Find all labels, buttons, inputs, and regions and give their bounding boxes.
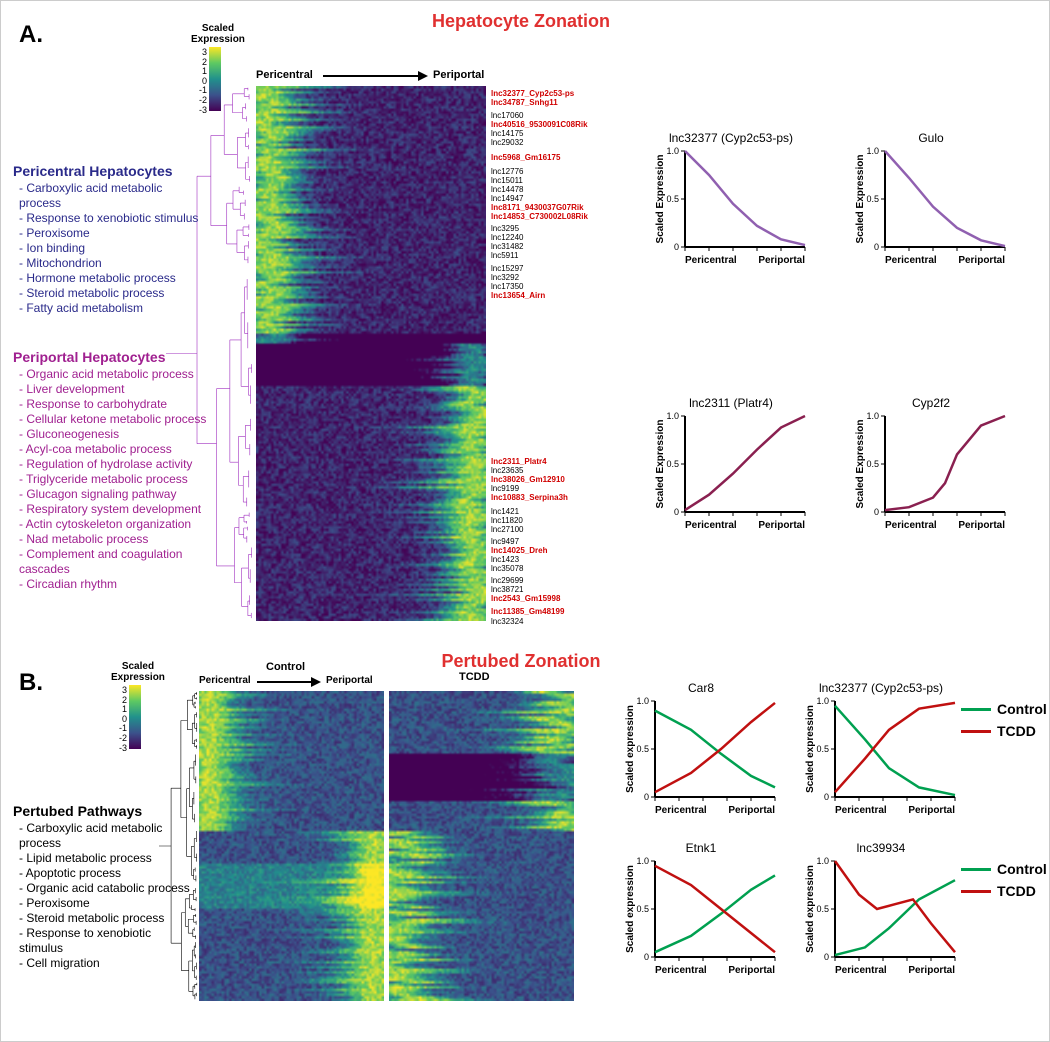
- svg-text:1.0: 1.0: [666, 412, 679, 421]
- svg-text:Scaled Expression: Scaled Expression: [855, 155, 866, 244]
- svg-text:Periportal: Periportal: [758, 520, 805, 531]
- svg-text:Pericentral: Pericentral: [655, 965, 707, 976]
- svg-text:Scaled Expression: Scaled Expression: [655, 420, 666, 509]
- colorbar-b-title: Scaled Expression: [111, 661, 165, 683]
- svg-text:0.5: 0.5: [666, 194, 679, 204]
- perturbed-header: Pertubed Pathways: [13, 803, 193, 819]
- svg-text:Pericentral: Pericentral: [885, 255, 937, 266]
- svg-text:0: 0: [644, 952, 649, 962]
- hm-b-arrowhead: [311, 677, 321, 687]
- panel-b-label: B.: [19, 669, 43, 697]
- svg-text:Scaled Expression: Scaled Expression: [655, 155, 666, 244]
- svg-text:0.5: 0.5: [816, 744, 829, 754]
- svg-text:1.0: 1.0: [666, 147, 679, 156]
- svg-text:1.0: 1.0: [816, 697, 829, 706]
- svg-text:0.5: 0.5: [666, 459, 679, 469]
- periportal-block: Periportal Hepatocytes Organic acid meta…: [13, 349, 223, 592]
- legend-control-line: [961, 708, 991, 711]
- svg-text:0: 0: [874, 242, 879, 252]
- svg-text:Pericentral: Pericentral: [655, 805, 707, 816]
- hm-a-label-pericentral: Pericentral: [256, 69, 313, 81]
- heatmap-b-control: [199, 691, 384, 1001]
- legend-b-1: Control TCDD: [961, 701, 1047, 745]
- panel-a-label: A.: [19, 21, 43, 49]
- svg-text:Pericentral: Pericentral: [835, 965, 887, 976]
- hm-a-arrowhead: [418, 71, 428, 81]
- colorbar-b-gradient: [129, 685, 141, 749]
- svg-text:0: 0: [674, 507, 679, 517]
- periportal-header: Periportal Hepatocytes: [13, 349, 223, 365]
- svg-text:Scaled expression: Scaled expression: [625, 865, 636, 953]
- svg-text:Periportal: Periportal: [728, 805, 775, 816]
- svg-text:Pericentral: Pericentral: [685, 520, 737, 531]
- perturbed-block: Pertubed Pathways Carboxylic acid metabo…: [13, 803, 193, 971]
- periportal-list: Organic acid metabolic processLiver deve…: [13, 367, 223, 592]
- svg-text:1.0: 1.0: [866, 147, 879, 156]
- svg-text:Scaled expression: Scaled expression: [805, 705, 816, 793]
- legend-tcdd-label: TCDD: [997, 723, 1036, 739]
- svg-text:0.5: 0.5: [636, 904, 649, 914]
- legend-control-line-2: [961, 868, 991, 871]
- svg-text:0.5: 0.5: [636, 744, 649, 754]
- svg-text:0: 0: [874, 507, 879, 517]
- colorbar-a-title: Scaled Expression: [191, 23, 245, 45]
- svg-text:0: 0: [644, 792, 649, 802]
- svg-text:Periportal: Periportal: [908, 965, 955, 976]
- svg-text:Scaled Expression: Scaled Expression: [855, 420, 866, 509]
- legend-tcdd-label-2: TCDD: [997, 883, 1036, 899]
- hm-b-label-control: Control: [266, 661, 305, 673]
- legend-tcdd-line-2: [961, 890, 991, 893]
- hm-b-arrow: [257, 681, 311, 683]
- hm-b-label-periportal: Periportal: [326, 675, 373, 686]
- legend-b-2: Control TCDD: [961, 861, 1047, 905]
- svg-text:0: 0: [824, 952, 829, 962]
- legend-control-label-2: Control: [997, 861, 1047, 877]
- svg-text:Periportal: Periportal: [958, 255, 1005, 266]
- hm-a-arrow: [323, 75, 418, 77]
- colorbar-b-bar: 3210-1-2-3: [111, 685, 143, 749]
- svg-text:1.0: 1.0: [636, 857, 649, 866]
- svg-text:Pericentral: Pericentral: [885, 520, 937, 531]
- svg-text:0: 0: [824, 792, 829, 802]
- svg-text:Scaled expression: Scaled expression: [625, 705, 636, 793]
- svg-text:1.0: 1.0: [636, 697, 649, 706]
- svg-text:0: 0: [674, 242, 679, 252]
- svg-text:Periportal: Periportal: [758, 255, 805, 266]
- svg-text:Pericentral: Pericentral: [835, 805, 887, 816]
- heatmap-b-tcdd: [389, 691, 574, 1001]
- svg-text:1.0: 1.0: [816, 857, 829, 866]
- pericentral-block: Pericentral Hepatocytes Carboxylic acid …: [13, 163, 203, 316]
- pericentral-header: Pericentral Hepatocytes: [13, 163, 203, 179]
- svg-text:Periportal: Periportal: [908, 805, 955, 816]
- perturbed-list: Carboxylic acid metabolic processLipid m…: [13, 821, 193, 971]
- hm-b-label-pericentral: Pericentral: [199, 675, 251, 686]
- title-a: Hepatocyte Zonation: [371, 11, 671, 32]
- colorbar-b: Scaled Expression 3210-1-2-3: [111, 661, 165, 749]
- pericentral-list: Carboxylic acid metabolic processRespons…: [13, 181, 203, 316]
- svg-text:Pericentral: Pericentral: [685, 255, 737, 266]
- svg-text:0.5: 0.5: [866, 459, 879, 469]
- hm-a-label-periportal: Periportal: [433, 69, 484, 81]
- title-b: Pertubed Zonation: [371, 651, 671, 672]
- legend-tcdd-line: [961, 730, 991, 733]
- legend-control-label: Control: [997, 701, 1047, 717]
- hm-b-label-tcdd: TCDD: [459, 671, 490, 683]
- svg-text:0.5: 0.5: [866, 194, 879, 204]
- svg-text:Scaled expression: Scaled expression: [805, 865, 816, 953]
- svg-text:Periportal: Periportal: [728, 965, 775, 976]
- svg-text:Periportal: Periportal: [958, 520, 1005, 531]
- heatmap-a: [256, 86, 486, 621]
- svg-text:0.5: 0.5: [816, 904, 829, 914]
- svg-text:1.0: 1.0: [866, 412, 879, 421]
